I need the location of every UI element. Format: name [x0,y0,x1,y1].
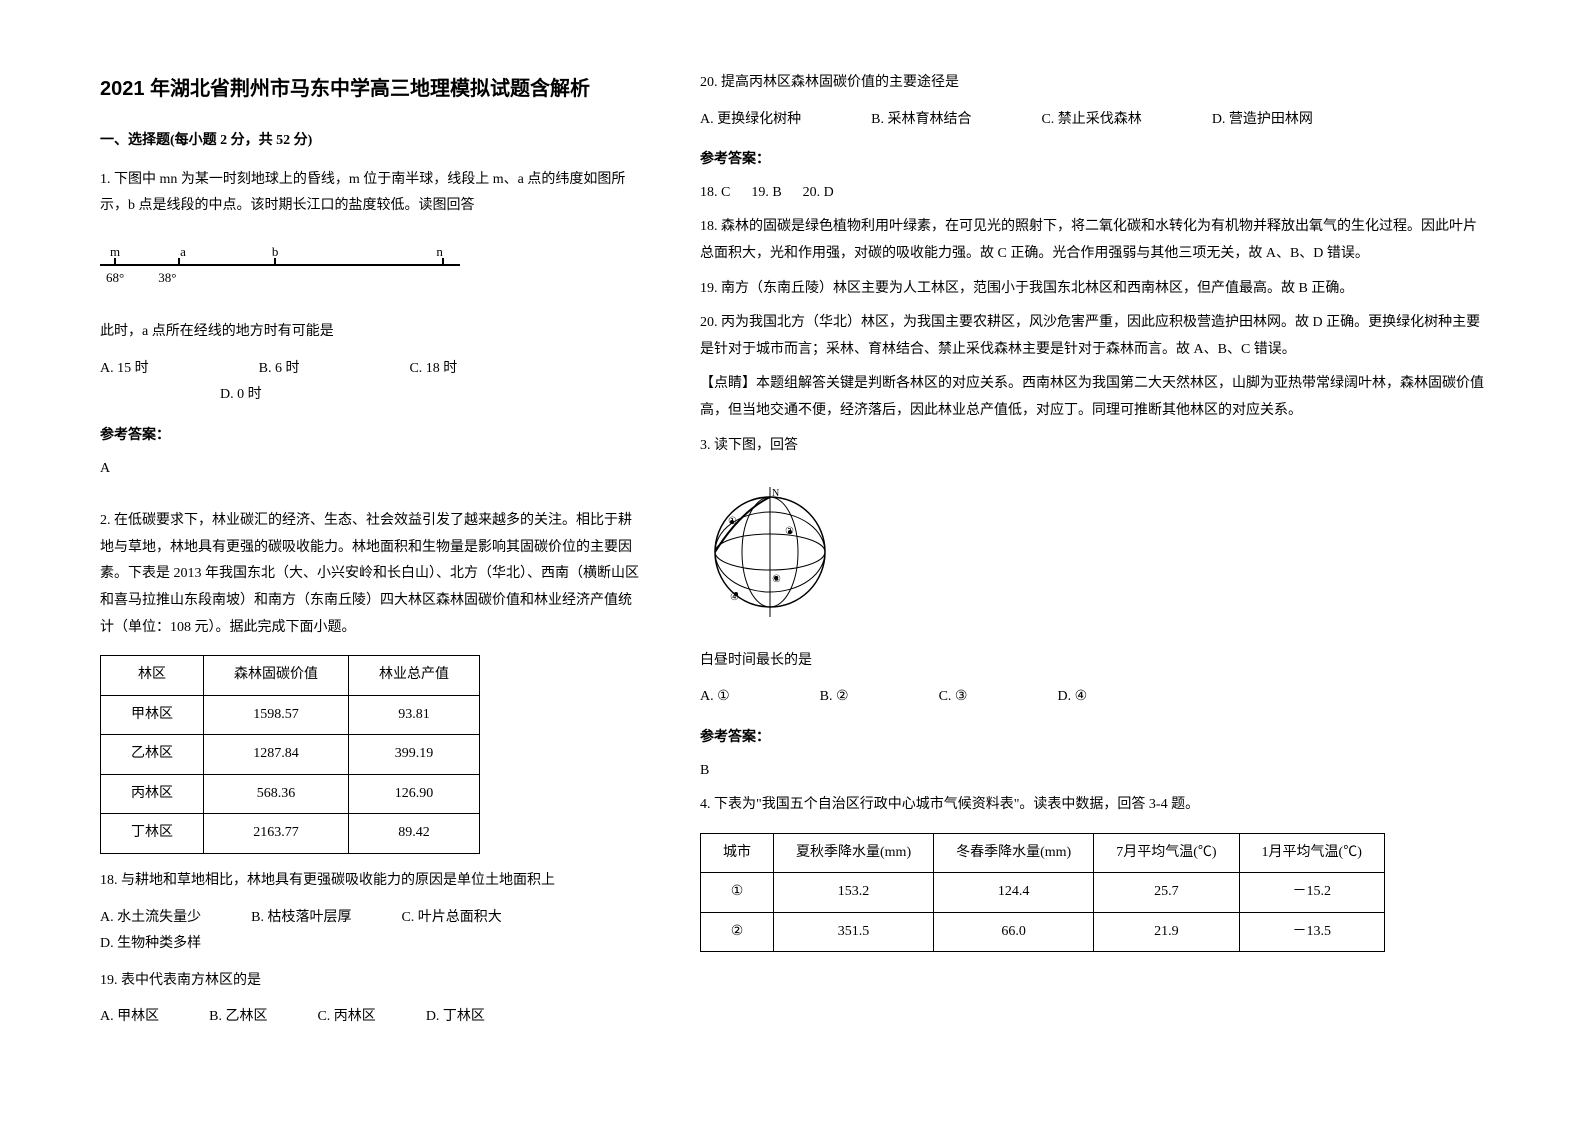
q1-opt-c: C. 18 时 [409,356,457,383]
td: 丁林区 [101,814,204,854]
q3-opt-c: C. ③ [939,684,968,711]
td: ① [701,873,774,913]
deg-38: 38° [158,266,176,291]
q20-opt-c: C. 禁止采伐森林 [1041,107,1141,134]
th: 冬春季降水量(mm) [934,833,1094,873]
th: 城市 [701,833,774,873]
td: 25.7 [1094,873,1239,913]
q1-answer: A [100,456,640,483]
q18-opt-b: B. 枯枝落叶层厚 [251,905,351,932]
q19-text: 19. 表中代表南方林区的是 [100,968,640,995]
td: 66.0 [934,912,1094,952]
exp-20: 20. 丙为我国北方（华北）林区，为我国主要农耕区，风沙危害严重，因此应积极营造… [700,310,1487,363]
th: 1月平均气温(℃) [1239,833,1384,873]
q18-opt-a: A. 水土流失量少 [100,905,201,932]
q1-opt-d: D. 0 时 [220,382,262,409]
td: 399.19 [349,735,480,775]
answer-label-2: 参考答案： [700,147,1487,174]
q3-intro: 3. 读下图，回答 [700,433,1487,460]
td: 124.4 [934,873,1094,913]
td: 153.2 [774,873,934,913]
q19-opt-b: B. 乙林区 [209,1004,267,1031]
td: 93.81 [349,695,480,735]
td: 乙林区 [101,735,204,775]
th: 夏秋季降水量(mm) [774,833,934,873]
q3-answer-label: 参考答案： [700,725,1487,752]
th: 森林固碳价值 [204,656,349,696]
q3-opt-a: A. ① [700,684,730,711]
q4-intro: 4. 下表为"我国五个自治区行政中心城市气候资料表"。读表中数据，回答 3-4 … [700,792,1487,819]
th: 林区 [101,656,204,696]
td: 21.9 [1094,912,1239,952]
q1-answer-label: 参考答案： [100,423,640,450]
td: 甲林区 [101,695,204,735]
th: 林业总产值 [349,656,480,696]
q19-opt-c: C. 丙林区 [317,1004,375,1031]
forest-table: 林区 森林固碳价值 林业总产值 甲林区1598.5793.81 乙林区1287.… [100,655,480,854]
q19-opt-d: D. 丁林区 [426,1004,485,1031]
q3-answer: B [700,758,1487,785]
table-row: ① 153.2 124.4 25.7 －15.2 [701,873,1385,913]
tip: 【点睛】本题组解答关键是判断各林区的对应关系。西南林区为我国第二大天然林区，山脚… [700,371,1487,424]
q18-text: 18. 与耕地和草地相比，林地具有更强碳吸收能力的原因是单位土地面积上 [100,868,640,895]
q18-options: A. 水土流失量少 B. 枯枝落叶层厚 C. 叶片总面积大 D. 生物种类多样 [100,905,640,958]
deg-68: 68° [106,266,124,291]
answers-18-20: 18. C 19. B 20. D [700,180,1487,207]
q20-text: 20. 提高丙林区森林固碳价值的主要途径是 [700,70,1487,97]
td: 2163.77 [204,814,349,854]
table-row: ② 351.5 66.0 21.9 －13.5 [701,912,1385,952]
q1-text: 1. 下图中 mn 为某一时刻地球上的昏线，m 位于南半球，线段上 m、a 点的… [100,167,640,220]
exp-19: 19. 南方（东南丘陵）林区主要为人工林区，范围小于我国东北林区和西南林区，但产… [700,276,1487,303]
table-row: 丁林区2163.7789.42 [101,814,480,854]
page-title: 2021 年湖北省荆州市马东中学高三地理模拟试题含解析 [100,70,640,108]
section-heading: 一、选择题(每小题 2 分，共 52 分) [100,128,640,155]
exp-18: 18. 森林的固碳是绿色植物利用叶绿素，在可见光的照射下，将二氧化碳和水转化为有… [700,214,1487,267]
table-row: 城市 夏秋季降水量(mm) 冬春季降水量(mm) 7月平均气温(℃) 1月平均气… [701,833,1385,873]
climate-table: 城市 夏秋季降水量(mm) 冬春季降水量(mm) 7月平均气温(℃) 1月平均气… [700,833,1385,953]
q20-opt-a: A. 更换绿化树种 [700,107,801,134]
table-row: 甲林区1598.5793.81 [101,695,480,735]
q18-opt-c: C. 叶片总面积大 [401,905,501,932]
q3-text: 白昼时间最长的是 [700,648,1487,675]
td: 351.5 [774,912,934,952]
q1-subtext: 此时，a 点所在经线的地方时有可能是 [100,319,640,346]
q3-options: A. ① B. ② C. ③ D. ④ [700,684,1487,711]
q19-options: A. 甲林区 B. 乙林区 C. 丙林区 D. 丁林区 [100,1004,640,1031]
td: ② [701,912,774,952]
q3-opt-d: D. ④ [1057,684,1087,711]
q1-opt-b: B. 6 时 [259,356,300,383]
td: 1598.57 [204,695,349,735]
td: －13.5 [1239,912,1384,952]
q18-opt-d: D. 生物种类多样 [100,931,201,958]
td: 89.42 [349,814,480,854]
td: －15.2 [1239,873,1384,913]
q20-opt-b: B. 采林育林结合 [871,107,971,134]
globe-diagram: N ① ② ③ ④ [700,482,840,622]
q3-opt-b: B. ② [820,684,849,711]
q1-options: A. 15 时 B. 6 时 C. 18 时 D. 0 时 [100,356,640,409]
svg-text:N: N [772,488,779,499]
table-row: 林区 森林固碳价值 林业总产值 [101,656,480,696]
q20-options: A. 更换绿化树种 B. 采林育林结合 C. 禁止采伐森林 D. 营造护田林网 [700,107,1487,134]
q1-diagram: m a b n 68° 38° [100,240,460,291]
label-a: a [180,240,186,265]
q2-text: 2. 在低碳要求下，林业碳汇的经济、生态、社会效益引发了越来越多的关注。相比于耕… [100,508,640,641]
td: 126.90 [349,774,480,814]
td: 1287.84 [204,735,349,775]
td: 丙林区 [101,774,204,814]
table-row: 乙林区1287.84399.19 [101,735,480,775]
td: 568.36 [204,774,349,814]
q20-opt-d: D. 营造护田林网 [1212,107,1313,134]
table-row: 丙林区568.36126.90 [101,774,480,814]
q19-opt-a: A. 甲林区 [100,1004,159,1031]
th: 7月平均气温(℃) [1094,833,1239,873]
q1-opt-a: A. 15 时 [100,356,149,383]
